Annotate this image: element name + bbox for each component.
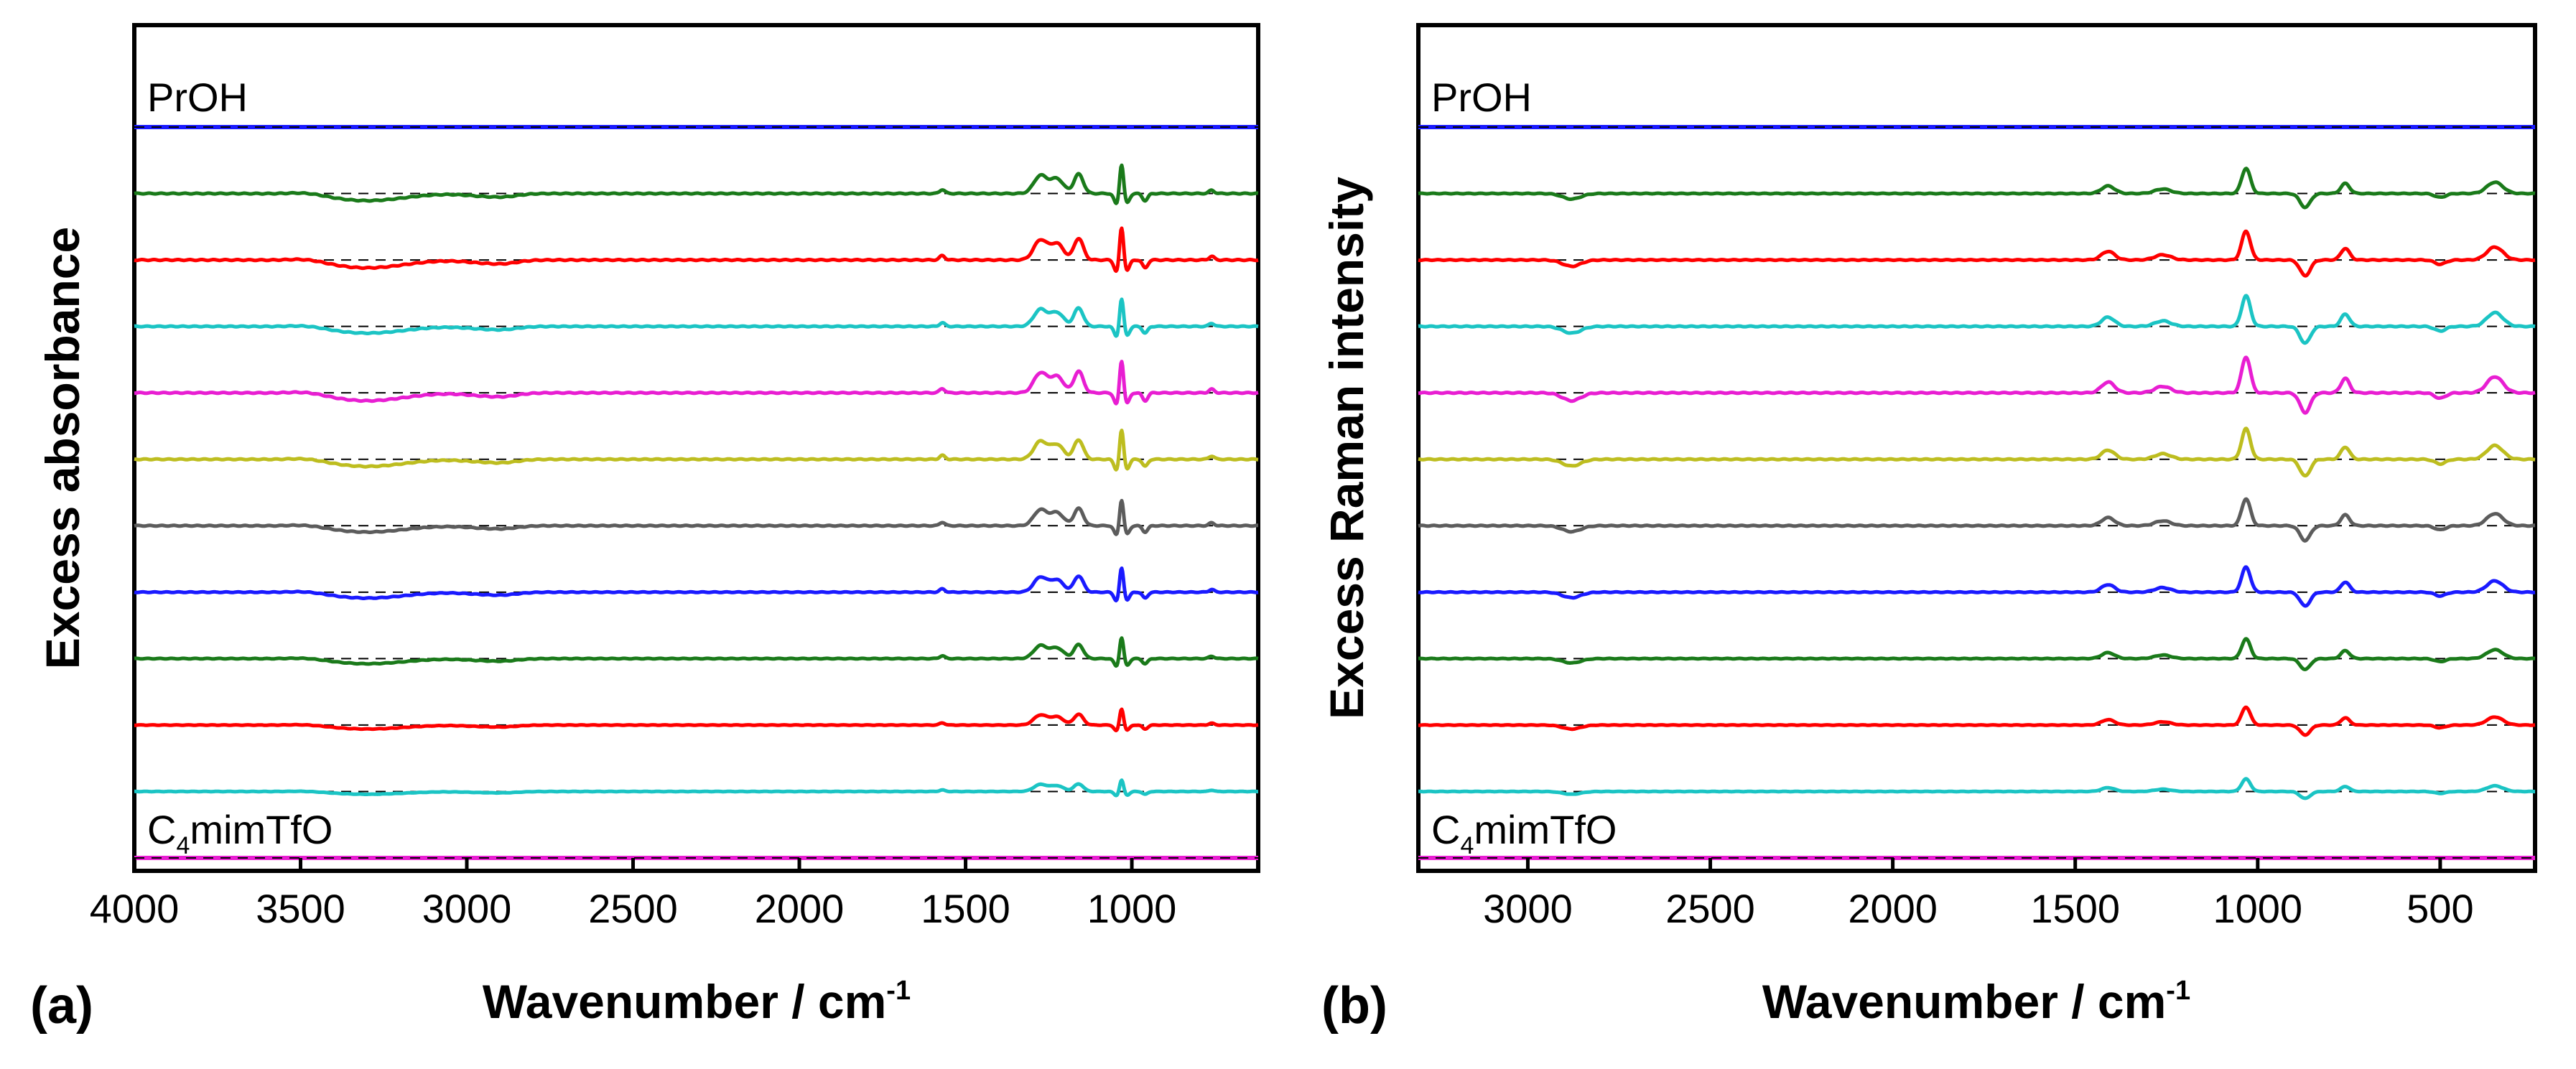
x-axis-title-b: Wavenumber / cm-1 [1762, 975, 2190, 1028]
plot-frame-a [132, 23, 1260, 873]
x-tick-label-a-1000: 1000 [1087, 886, 1177, 931]
series-curve-b-10 [1417, 777, 2537, 800]
series-curve-b-9 [1417, 705, 2537, 737]
series-curve-a-10 [133, 778, 1260, 798]
panel-a: 4000 3500 3000 2500 2000 1500 1000 PrOH C4mimT… [30, 23, 1260, 1035]
series-curve-b-4 [1417, 355, 2537, 415]
bottom-series-label-a: C4mimTfO [147, 807, 333, 859]
y-axis-title-b: Excess Raman intensity [1320, 177, 1373, 719]
x-ticks-a: 4000 3500 3000 2500 2000 1500 1000 [90, 858, 1177, 931]
series-curve-b-7 [1417, 565, 2537, 608]
series-curve-a-5 [133, 429, 1260, 472]
curves-group-a [133, 125, 1260, 860]
bottom-series-label-b: C4mimTfO [1431, 807, 1617, 859]
x-tick-label-a-3000: 3000 [422, 886, 512, 931]
x-axis-title-a: Wavenumber / cm-1 [483, 975, 911, 1028]
series-curve-b-5 [1417, 426, 2537, 478]
series-curve-b-1 [1417, 167, 2537, 210]
series-curve-a-9 [133, 707, 1260, 732]
x-tick-label-a-1500: 1500 [921, 886, 1010, 931]
x-tick-label-a-2500: 2500 [588, 886, 678, 931]
series-curve-a-6 [133, 498, 1260, 536]
x-tick-label-a-2000: 2000 [755, 886, 845, 931]
y-axis-title-a: Excess absorbance [36, 227, 89, 669]
panel-letter-a: (a) [30, 977, 93, 1035]
curves-group-b [1417, 125, 2537, 860]
series-curve-a-1 [133, 163, 1260, 205]
panel-b: 3000 2500 2000 1500 1000 500 PrOH C4mimTfO Wa… [1320, 23, 2537, 1035]
series-curve-a-3 [133, 297, 1260, 338]
plot-frame-b [1416, 23, 2537, 873]
series-curve-a-2 [133, 226, 1260, 274]
x-tick-label-b-1000: 1000 [2213, 886, 2303, 931]
series-curve-b-8 [1417, 637, 2537, 671]
series-curve-a-7 [133, 566, 1260, 603]
x-tick-label-a-4000: 4000 [90, 886, 180, 931]
x-tick-label-b-2000: 2000 [1848, 886, 1938, 931]
top-series-label-b: PrOH [1431, 75, 1532, 120]
x-tick-label-b-3000: 3000 [1483, 886, 1573, 931]
x-ticks-b: 3000 2500 2000 1500 1000 500 [1483, 858, 2474, 931]
series-curve-b-6 [1417, 497, 2537, 543]
series-curve-b-2 [1417, 229, 2537, 278]
series-curve-a-4 [133, 360, 1260, 406]
x-tick-label-b-2500: 2500 [1665, 886, 1755, 931]
panel-letter-b: (b) [1321, 977, 1387, 1035]
series-curve-a-8 [133, 636, 1260, 668]
x-tick-label-b-1500: 1500 [2030, 886, 2120, 931]
x-tick-label-a-3500: 3500 [256, 886, 345, 931]
x-tick-label-b-500: 500 [2407, 886, 2473, 931]
series-curve-b-3 [1417, 294, 2537, 345]
top-series-label-a: PrOH [147, 75, 248, 120]
